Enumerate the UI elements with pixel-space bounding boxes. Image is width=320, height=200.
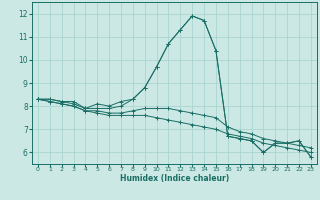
X-axis label: Humidex (Indice chaleur): Humidex (Indice chaleur) (120, 174, 229, 183)
